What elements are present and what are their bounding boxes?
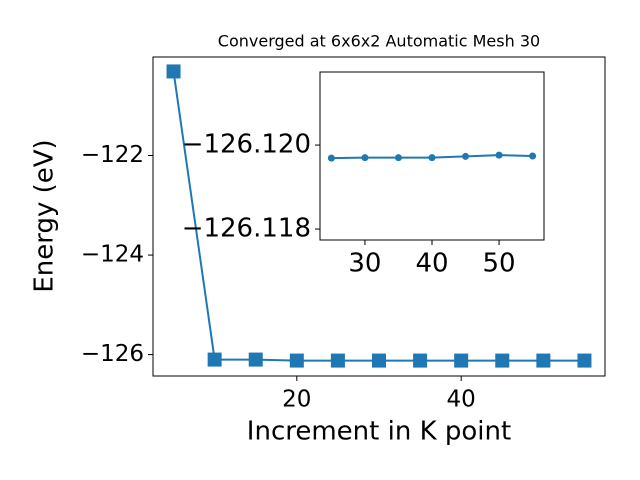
marker (327, 154, 335, 162)
chart-title: Converged at 6x6x2 Automatic Mesh 30 (218, 32, 540, 51)
y-axis-label: Energy (eV) (30, 139, 60, 292)
marker (536, 353, 551, 368)
y-tick-label: −126.120 (182, 130, 311, 160)
marker (372, 353, 386, 368)
marker (413, 353, 428, 368)
marker (529, 152, 537, 160)
x-tick-label: 40 (415, 249, 448, 279)
marker (361, 154, 369, 162)
marker (577, 353, 592, 368)
x-tick-label: 20 (282, 387, 311, 413)
marker (428, 154, 436, 162)
y-tick-label: −124 (81, 242, 144, 268)
y-tick-label: −126.118 (182, 214, 311, 244)
marker (495, 151, 503, 159)
marker (248, 352, 263, 367)
marker (462, 152, 470, 160)
marker (495, 353, 510, 368)
y-tick-label: −126 (81, 341, 144, 367)
marker (394, 154, 402, 162)
x-tick-label: 50 (483, 249, 516, 279)
x-tick-label: 30 (348, 249, 381, 279)
marker (207, 352, 222, 367)
x-tick-label: 40 (447, 387, 476, 413)
marker (289, 353, 304, 368)
marker (330, 353, 345, 368)
marker (166, 64, 181, 79)
y-tick-label: −122 (81, 142, 144, 168)
marker (454, 353, 469, 368)
x-axis-label: Increment in K point (247, 417, 511, 447)
